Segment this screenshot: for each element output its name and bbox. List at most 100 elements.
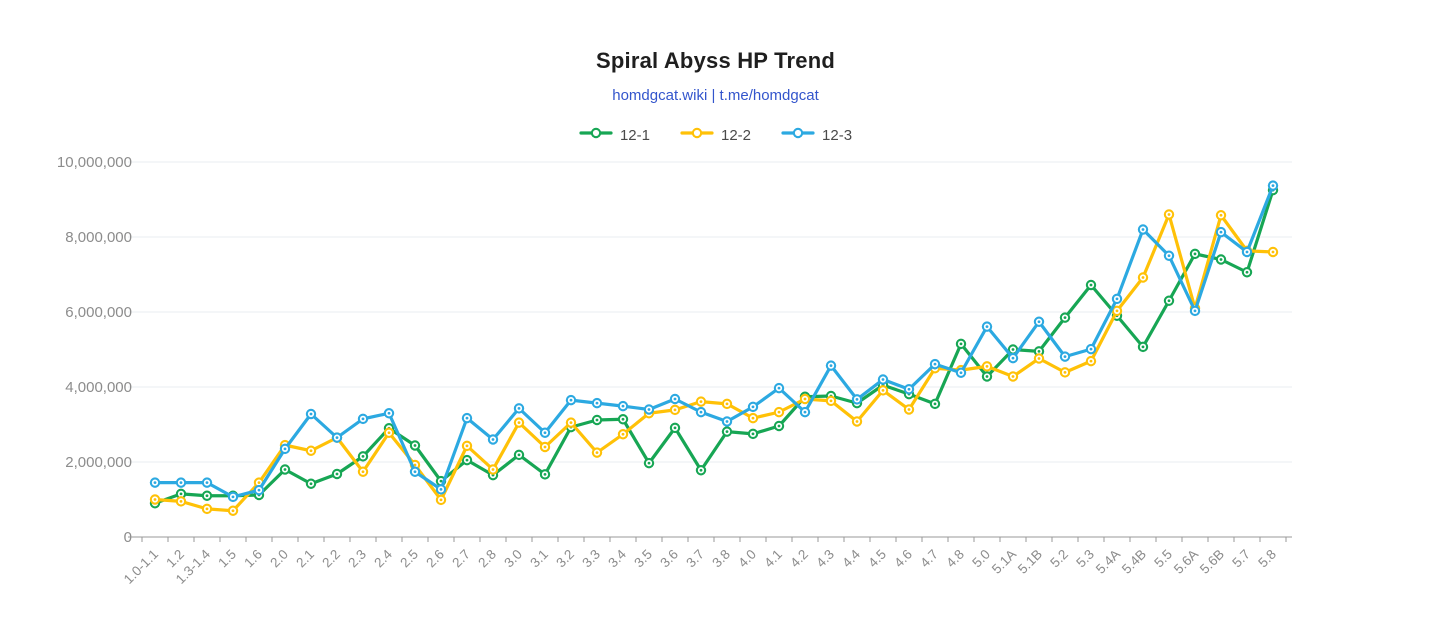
legend-item-12-3[interactable]: 12-3 bbox=[781, 126, 852, 145]
legend-item-12-1[interactable]: 12-1 bbox=[579, 126, 650, 145]
data-point-12-2-4.1[interactable] bbox=[773, 406, 785, 418]
data-point-12-3-2.7[interactable] bbox=[461, 412, 473, 424]
data-point-12-2-2.3[interactable] bbox=[357, 466, 369, 477]
data-point-12-3-2.4[interactable] bbox=[383, 408, 395, 419]
data-point-12-3-4.6[interactable] bbox=[903, 384, 915, 395]
data-point-12-3-5.7[interactable] bbox=[1241, 246, 1253, 258]
data-point-12-2-1.2[interactable] bbox=[175, 496, 187, 507]
data-point-12-2-5.6B[interactable] bbox=[1215, 210, 1227, 221]
data-point-12-2-2.8[interactable] bbox=[487, 464, 499, 475]
data-point-12-1-4.8[interactable] bbox=[955, 338, 967, 350]
data-point-12-3-3.3[interactable] bbox=[591, 397, 603, 409]
data-point-12-2-5.8[interactable] bbox=[1267, 246, 1279, 258]
data-point-12-1-3.5[interactable] bbox=[643, 457, 655, 469]
data-point-12-1-2.7[interactable] bbox=[461, 454, 473, 466]
data-point-12-1-2.3[interactable] bbox=[357, 451, 369, 462]
data-point-12-2-3.3[interactable] bbox=[591, 447, 603, 458]
data-point-12-2-3.6[interactable] bbox=[669, 404, 681, 416]
data-point-12-1-3.3[interactable] bbox=[591, 414, 603, 426]
data-point-12-1-5.3[interactable] bbox=[1085, 279, 1097, 291]
data-point-12-1-2.1[interactable] bbox=[305, 478, 317, 489]
data-point-12-3-5.8[interactable] bbox=[1267, 180, 1279, 191]
data-point-12-2-4.6[interactable] bbox=[903, 404, 915, 415]
data-point-12-1-3.1[interactable] bbox=[539, 469, 551, 480]
data-point-12-1-2.2[interactable] bbox=[331, 468, 343, 480]
data-point-12-1-4.7[interactable] bbox=[929, 398, 941, 410]
data-point-12-1-4.1[interactable] bbox=[773, 420, 785, 432]
data-point-12-1-3.7[interactable] bbox=[695, 465, 707, 476]
data-point-12-2-3.2[interactable] bbox=[565, 417, 577, 428]
data-point-12-2-5.4B[interactable] bbox=[1137, 272, 1149, 283]
data-point-12-3-3.8[interactable] bbox=[721, 416, 733, 427]
data-point-12-3-2.3[interactable] bbox=[357, 413, 369, 425]
data-point-12-2-5.4A[interactable] bbox=[1111, 305, 1123, 317]
data-point-12-1-2.5[interactable] bbox=[409, 440, 421, 451]
data-point-12-1-3.0[interactable] bbox=[513, 449, 525, 461]
data-point-12-2-4.3[interactable] bbox=[825, 395, 837, 407]
data-point-12-3-3.4[interactable] bbox=[617, 400, 629, 412]
data-point-12-3-3.0[interactable] bbox=[513, 403, 525, 414]
data-point-12-2-4.0[interactable] bbox=[747, 412, 759, 424]
data-point-12-1-2.0[interactable] bbox=[279, 464, 291, 475]
data-point-12-3-4.8[interactable] bbox=[955, 367, 967, 378]
data-point-12-2-1.3-1.4[interactable] bbox=[201, 503, 213, 515]
data-point-12-3-3.5[interactable] bbox=[643, 404, 655, 415]
data-point-12-3-3.7[interactable] bbox=[695, 406, 707, 418]
data-point-12-3-4.3[interactable] bbox=[825, 360, 837, 371]
data-point-12-2-3.7[interactable] bbox=[695, 396, 707, 407]
data-point-12-2-3.4[interactable] bbox=[617, 429, 629, 440]
data-point-12-1-5.5[interactable] bbox=[1163, 295, 1175, 306]
data-point-12-3-3.2[interactable] bbox=[565, 394, 577, 406]
data-point-12-3-4.1[interactable] bbox=[773, 382, 785, 394]
data-point-12-1-1.3-1.4[interactable] bbox=[201, 490, 213, 501]
data-point-12-1-4.0[interactable] bbox=[747, 428, 759, 440]
data-point-12-2-5.0[interactable] bbox=[981, 361, 993, 372]
data-point-12-2-5.3[interactable] bbox=[1085, 355, 1097, 367]
data-point-12-3-2.6[interactable] bbox=[435, 484, 447, 495]
data-point-12-3-5.4B[interactable] bbox=[1137, 224, 1149, 235]
data-point-12-2-1.5[interactable] bbox=[227, 505, 239, 516]
data-point-12-2-2.4[interactable] bbox=[383, 427, 395, 438]
data-point-12-2-5.1B[interactable] bbox=[1033, 353, 1045, 364]
data-point-12-1-3.8[interactable] bbox=[721, 426, 733, 437]
data-point-12-3-2.0[interactable] bbox=[279, 443, 291, 455]
chart-subtitle-link[interactable]: homdgcat.wiki | t.me/homdgcat bbox=[612, 87, 819, 104]
data-point-12-1-1.2[interactable] bbox=[175, 488, 187, 500]
data-point-12-3-4.4[interactable] bbox=[851, 394, 863, 405]
data-point-12-2-2.1[interactable] bbox=[305, 445, 317, 456]
data-point-12-2-2.6[interactable] bbox=[435, 494, 447, 506]
data-point-12-2-4.5[interactable] bbox=[877, 385, 889, 396]
data-point-12-3-2.2[interactable] bbox=[331, 432, 343, 443]
data-point-12-1-5.0[interactable] bbox=[981, 371, 993, 382]
data-point-12-3-1.3-1.4[interactable] bbox=[201, 477, 213, 488]
data-point-12-3-3.6[interactable] bbox=[669, 393, 681, 405]
data-point-12-2-5.5[interactable] bbox=[1163, 209, 1175, 220]
data-point-12-3-4.5[interactable] bbox=[877, 374, 889, 385]
data-point-12-2-3.1[interactable] bbox=[539, 441, 551, 453]
data-point-12-1-5.6A[interactable] bbox=[1189, 248, 1201, 260]
data-point-12-2-3.0[interactable] bbox=[513, 417, 525, 428]
data-point-12-2-4.4[interactable] bbox=[851, 416, 863, 427]
data-point-12-1-5.7[interactable] bbox=[1241, 267, 1253, 278]
data-point-12-1-3.4[interactable] bbox=[617, 414, 629, 425]
data-point-12-3-5.1B[interactable] bbox=[1033, 316, 1045, 327]
data-point-12-3-1.6[interactable] bbox=[253, 484, 265, 496]
data-point-12-3-5.6A[interactable] bbox=[1189, 305, 1201, 317]
data-point-12-3-5.2[interactable] bbox=[1059, 351, 1071, 362]
data-point-12-2-5.1A[interactable] bbox=[1007, 371, 1019, 382]
data-point-12-1-5.6B[interactable] bbox=[1215, 254, 1227, 265]
data-point-12-3-5.0[interactable] bbox=[981, 321, 993, 332]
data-point-12-2-5.2[interactable] bbox=[1059, 367, 1071, 378]
data-point-12-3-1.5[interactable] bbox=[227, 491, 239, 503]
data-point-12-2-2.7[interactable] bbox=[461, 440, 473, 452]
data-point-12-1-3.6[interactable] bbox=[669, 422, 681, 434]
data-point-12-3-4.7[interactable] bbox=[929, 358, 941, 370]
data-point-12-2-3.8[interactable] bbox=[721, 398, 733, 410]
data-point-12-3-5.6B[interactable] bbox=[1215, 226, 1227, 238]
data-point-12-1-5.2[interactable] bbox=[1059, 312, 1071, 323]
data-point-12-3-4.2[interactable] bbox=[799, 406, 811, 418]
data-point-12-1-5.4B[interactable] bbox=[1137, 341, 1149, 353]
legend-item-12-2[interactable]: 12-2 bbox=[680, 126, 751, 145]
data-point-12-3-3.1[interactable] bbox=[539, 427, 551, 438]
data-point-12-3-5.1A[interactable] bbox=[1007, 352, 1019, 364]
